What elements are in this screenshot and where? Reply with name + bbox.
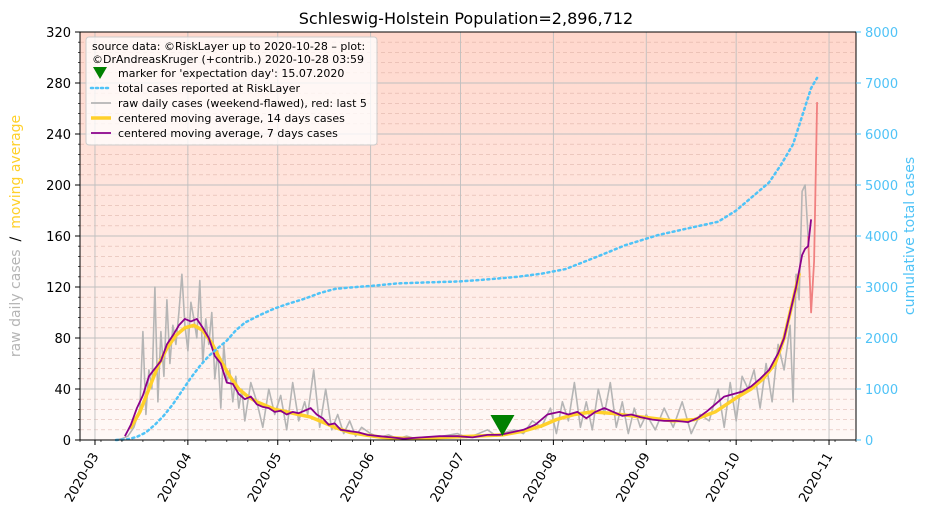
y-right-tick-label: 3000	[865, 281, 898, 296]
y-left-tick-label: 320	[46, 26, 71, 41]
expectation-day-marker	[490, 414, 515, 436]
y-left-tick-label: 120	[46, 281, 71, 296]
legend-entry-raw: raw daily cases (weekend-flawed), red: l…	[118, 97, 367, 110]
y-axis-left-label-ma: moving average	[8, 115, 24, 229]
y-right-tick-label: 0	[865, 434, 873, 449]
x-tick-label: 2020-11	[796, 451, 836, 506]
y-axis-left-label: raw daily cases / moving average	[8, 115, 24, 357]
legend-swatch-marker	[93, 67, 107, 79]
y-right-tick-label: 8000	[865, 26, 898, 41]
y-left-tick-label: 240	[46, 128, 71, 143]
series-total-cases	[114, 76, 819, 442]
legend-entry-ma7: centered moving average, 7 days cases	[118, 127, 338, 140]
legend-source-line1: source data: ©RiskLayer up to 2020-10-28…	[92, 40, 365, 53]
legend-entry-ma14: centered moving average, 14 days cases	[118, 112, 345, 125]
y-left-tick-label: 280	[46, 77, 71, 92]
x-tick-label: 2020-04	[155, 451, 195, 506]
y-axis-left-label-separator: /	[8, 236, 24, 241]
y-left-tick-label: 160	[46, 230, 71, 245]
series-raw-daily	[115, 184, 809, 441]
x-tick-label: 2020-08	[521, 451, 561, 506]
x-tick-label: 2020-05	[245, 451, 285, 506]
legend-box	[85, 36, 378, 146]
y-left-tick-label: 40	[54, 383, 71, 398]
series-raw-last5	[807, 102, 818, 314]
series-layer	[114, 76, 819, 442]
grid	[80, 31, 856, 441]
y-axis-right-label: cumulative total cases	[902, 157, 918, 315]
legend: source data: ©RiskLayer up to 2020-10-28…	[85, 36, 378, 146]
legend-source-line2: ©DrAndreasKruger (+contrib.) 2020-10-28 …	[92, 53, 364, 66]
y-right-tick-label: 5000	[865, 179, 898, 194]
y-right-tick-label: 4000	[865, 230, 898, 245]
y-right-tick-label: 1000	[865, 383, 898, 398]
x-tick-label: 2020-06	[338, 451, 378, 506]
y-right-tick-label: 2000	[865, 332, 898, 347]
series-ma7	[124, 219, 812, 440]
chart-title: Schleswig-Holstein Population=2,896,712	[299, 9, 633, 28]
x-tick-label: 2020-10	[703, 451, 743, 506]
y-axis-left-label-raw: raw daily cases	[8, 249, 24, 357]
y-left-tick-label: 80	[54, 332, 71, 347]
x-tick-label: 2020-07	[428, 451, 468, 506]
y-left-tick-label: 200	[46, 179, 71, 194]
y-left-tick-label: 0	[63, 434, 71, 449]
y-right-tick-label: 6000	[865, 128, 898, 143]
legend-entry-marker: marker for 'expectation day': 15.07.2020	[118, 67, 344, 80]
y-right-tick-label: 7000	[865, 77, 898, 92]
legend-entry-total: total cases reported at RiskLayer	[118, 82, 301, 95]
x-tick-label: 2020-03	[62, 451, 102, 506]
x-tick-label: 2020-09	[614, 451, 654, 506]
marker-layer	[490, 414, 515, 436]
